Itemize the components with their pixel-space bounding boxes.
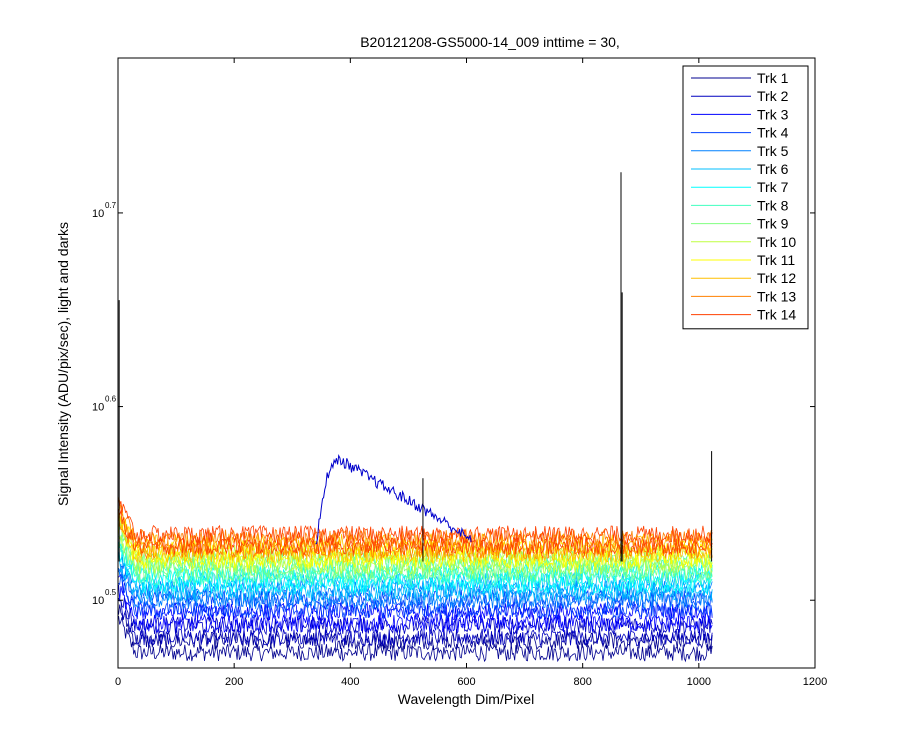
series-line-trk-3-a	[118, 584, 713, 633]
y-tick-base: 10	[92, 595, 104, 607]
series-line-trk-11-a	[118, 522, 713, 570]
y-tick-base: 10	[92, 208, 104, 220]
x-tick-label: 200	[225, 676, 243, 688]
legend-label-trk-11: Trk 11	[757, 252, 795, 268]
legend-label-trk-1: Trk 1	[757, 70, 789, 86]
legend-label-trk-13: Trk 13	[757, 288, 796, 304]
series-line-trk-7-a	[118, 544, 713, 595]
spike-group	[118, 172, 713, 562]
light-feature-line	[315, 453, 472, 545]
legend-label-trk-3: Trk 3	[757, 106, 789, 122]
series-line-trk-14-b	[118, 499, 713, 545]
series-line-trk-4-a	[118, 574, 713, 620]
series-line-trk-10-a	[118, 530, 713, 576]
chart-title: B20121208-GS5000-14_009 inttime = 30,	[360, 34, 620, 50]
x-axis-label: Wavelength Dim/Pixel	[398, 691, 534, 707]
plot-series-group	[118, 453, 713, 663]
y-tick-exponent: 0.5	[105, 588, 117, 597]
legend-box	[682, 65, 809, 330]
x-tick-label: 1200	[803, 676, 827, 688]
legend-label-trk-10: Trk 10	[757, 234, 796, 250]
series-line-trk-6-a	[118, 554, 713, 603]
legend: Trk 1 Trk 2 Trk 3 Trk 4 Trk 5 Trk 6 Trk 7 Trk 8…	[682, 65, 809, 330]
y-axis-label: Signal Intensity (ADU/pix/sec), light an…	[55, 222, 71, 506]
x-tick-label: 0	[115, 676, 121, 688]
x-tick-label: 600	[457, 676, 475, 688]
series-line-trk-1-a	[118, 616, 713, 663]
legend-label-trk-7: Trk 7	[757, 179, 789, 195]
legend-label-trk-9: Trk 9	[757, 216, 789, 232]
legend-label-trk-12: Trk 12	[757, 270, 796, 286]
y-tick-exponent: 0.6	[105, 395, 117, 404]
series-line-trk-14-a	[118, 508, 713, 556]
x-tick-label: 800	[573, 676, 591, 688]
series-line-trk-2-b	[118, 597, 713, 636]
x-tick-label: 1000	[687, 676, 711, 688]
legend-label-trk-6: Trk 6	[757, 161, 789, 177]
series-line-trk-1-b	[118, 604, 713, 651]
x-tick-label: 400	[341, 676, 359, 688]
series-line-trk-13-b	[118, 497, 713, 548]
y-tick-base: 10	[92, 402, 104, 414]
x-axis-ticks: 0 200 400 600 800 1000 1200	[115, 58, 827, 688]
legend-label-trk-8: Trk 8	[757, 197, 789, 213]
legend-label-trk-5: Trk 5	[757, 143, 789, 159]
legend-label-trk-4: Trk 4	[757, 125, 789, 141]
legend-label-trk-2: Trk 2	[757, 88, 789, 104]
legend-label-trk-14: Trk 14	[757, 307, 796, 323]
y-tick-exponent: 0.7	[105, 201, 117, 210]
